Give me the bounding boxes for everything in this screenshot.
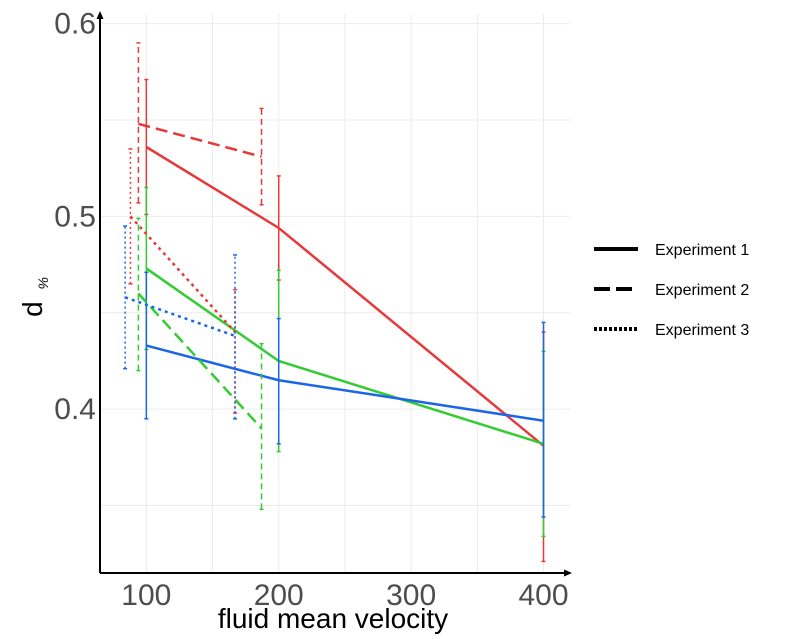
series-blue-dotted xyxy=(123,225,238,420)
series-red-dashed xyxy=(136,42,264,206)
series-blue-solid xyxy=(144,271,546,518)
x-axis-arrow xyxy=(564,569,572,577)
series-line xyxy=(124,296,236,338)
grid xyxy=(100,14,570,573)
y-tick-label: 0.4 xyxy=(54,393,96,426)
legend-item: Experiment 1 xyxy=(594,242,749,259)
legend-label: Experiment 3 xyxy=(655,322,749,339)
x-axis-title: fluid mean velocity xyxy=(218,603,448,634)
tick-labels: 100 200 300 400 0.4 0.5 0.6 xyxy=(54,8,568,612)
series-line xyxy=(145,145,545,447)
y-axis-arrow xyxy=(96,11,104,19)
y-axis-title-subscript: % xyxy=(35,277,51,289)
y-tick-label: 0.5 xyxy=(54,200,96,233)
series-line xyxy=(138,122,262,158)
series-line xyxy=(129,215,236,333)
series-layer xyxy=(123,42,546,563)
legend-label: Experiment 1 xyxy=(655,242,749,259)
x-tick-label: 300 xyxy=(386,579,436,612)
series-red-dotted xyxy=(128,148,238,414)
x-tick-label: 100 xyxy=(121,579,171,612)
series-line xyxy=(146,344,544,422)
legend-item: Experiment 3 xyxy=(594,322,749,339)
series-green-dashed xyxy=(136,217,264,511)
series-line xyxy=(137,292,263,430)
legend-item: Experiment 2 xyxy=(594,282,749,299)
x-tick-label: 200 xyxy=(254,579,304,612)
svg-text:d %: d % xyxy=(17,277,51,317)
legend: Experiment 1 Experiment 2 Experiment 3 xyxy=(594,242,749,339)
axes xyxy=(96,11,572,577)
x-tick-label: 400 xyxy=(518,579,568,612)
legend-label: Experiment 2 xyxy=(655,282,749,299)
y-axis-title-main: d xyxy=(17,301,48,317)
y-tick-label: 0.6 xyxy=(54,8,96,41)
y-axis-title: d % xyxy=(17,277,51,317)
